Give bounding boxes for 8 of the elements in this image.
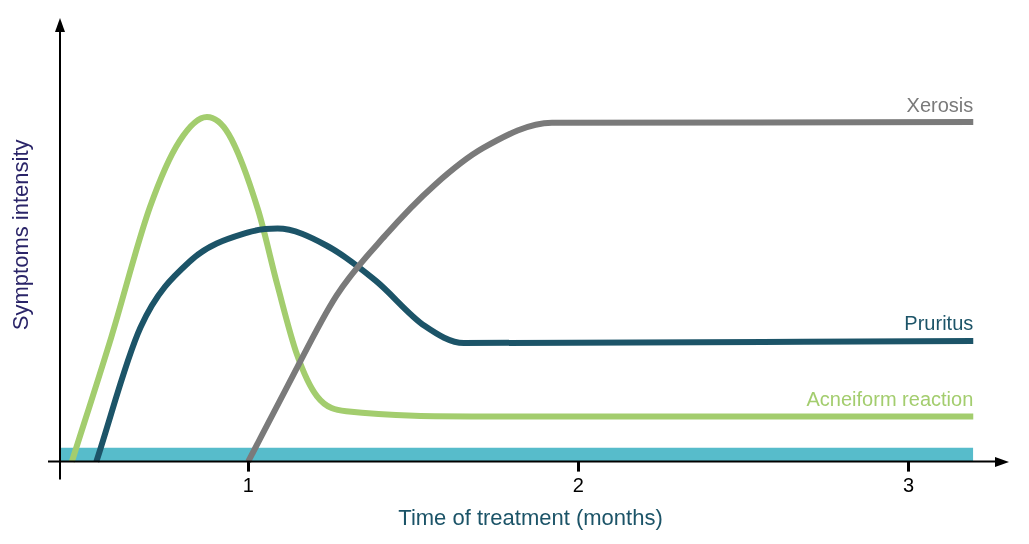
x-tick-label: 1: [242, 474, 254, 497]
x-axis-title: Time of treatment (months): [398, 504, 663, 530]
series-label: Xerosis: [906, 93, 974, 116]
y-axis-title: Symptoms intensity: [8, 139, 34, 331]
series-label: Acneiform reaction: [806, 387, 974, 410]
series-label: Pruritus: [904, 312, 974, 335]
x-tick-label: 2: [572, 474, 584, 497]
x-tick-label: 3: [902, 474, 915, 497]
